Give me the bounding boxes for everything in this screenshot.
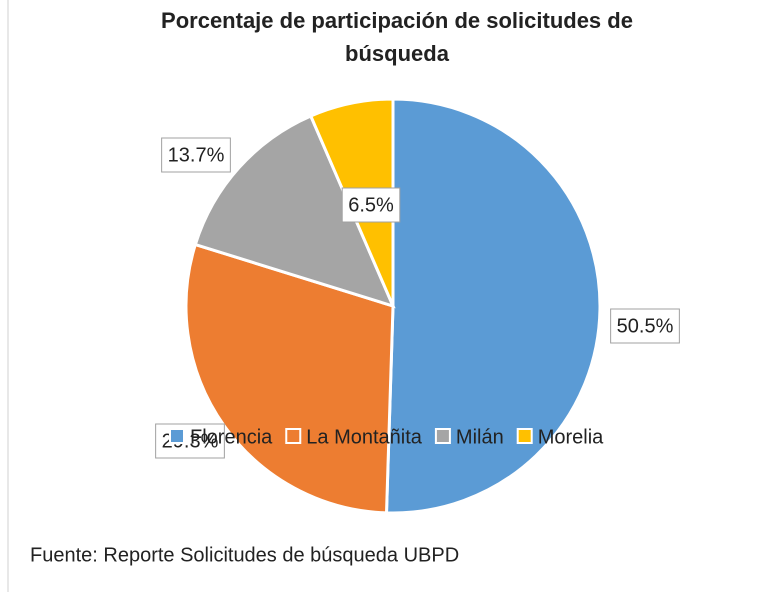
label-text: 13.7% (168, 144, 225, 166)
legend-swatch (516, 428, 533, 444)
data-label: 50.5% (610, 308, 680, 344)
pie-slice (384, 97, 602, 515)
chart-title: búsqueda (345, 41, 450, 66)
source-note: Fuente: Reporte Solicitudes de búsqueda … (30, 544, 459, 566)
legend-label: Morelia (538, 426, 604, 448)
label-text: 50.5% (617, 315, 674, 337)
legend: Florencia La Montañita Milán Morelia (169, 426, 604, 448)
chart-title: Porcentaje de participación de solicitud… (161, 8, 633, 33)
pie (184, 97, 602, 515)
legend-swatch (169, 428, 185, 444)
data-label: 13.7% (161, 137, 231, 173)
legend-label: La Montañita (306, 426, 423, 448)
data-label: 6.5% (341, 187, 401, 223)
legend-swatch (434, 428, 451, 444)
label-box (610, 308, 680, 344)
legend-label: Florencia (190, 426, 273, 448)
pie-slice (193, 114, 396, 309)
label-box (341, 187, 401, 223)
legend-swatch (285, 428, 302, 444)
label-text: 6.5% (348, 194, 394, 216)
label-box (161, 137, 231, 173)
label-box (155, 423, 225, 459)
legend-label: Milán (456, 426, 504, 448)
